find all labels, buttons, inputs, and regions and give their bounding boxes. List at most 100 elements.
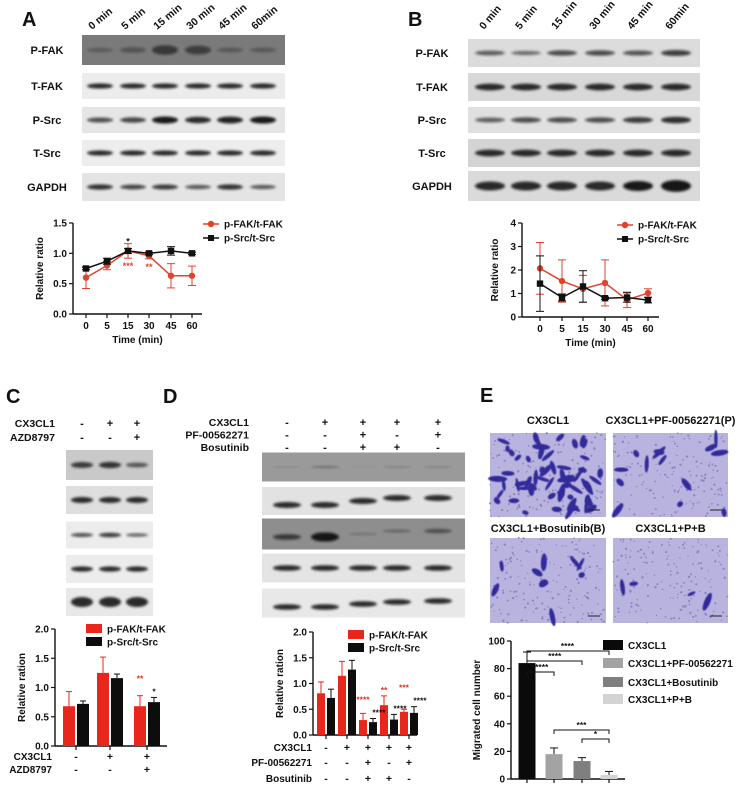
pore-dot: [506, 599, 509, 602]
pore-dot: [529, 466, 532, 469]
pore-dot: [504, 577, 507, 580]
blot-band: [217, 83, 243, 89]
pore-dot: [554, 444, 556, 446]
y-tick-label: 0: [499, 775, 505, 786]
blot-band: [152, 116, 178, 124]
pore-dot: [555, 544, 558, 546]
condition-sign: +: [406, 757, 412, 769]
y-tick-label: 0: [510, 313, 516, 324]
pore-dot: [616, 589, 618, 591]
pore-dot: [664, 473, 667, 476]
pore-dot: [713, 610, 715, 613]
x-tick-label: 15: [122, 321, 134, 332]
pore-dot: [568, 594, 571, 597]
pore-dot: [643, 561, 645, 564]
pore-dot: [526, 470, 528, 473]
pore-dot: [558, 606, 560, 608]
blot-band: [475, 181, 505, 191]
pore-dot: [509, 576, 512, 579]
pore-dot: [584, 460, 587, 463]
significance-mark: ***: [123, 261, 134, 271]
pore-dot: [629, 555, 632, 559]
pore-dot: [697, 562, 700, 565]
pore-dot: [692, 504, 695, 507]
pore-dot: [576, 548, 579, 551]
migrated-cell: [508, 449, 515, 457]
legend-label: p-Src/t-Src: [224, 234, 276, 245]
pore-dot: [697, 609, 699, 612]
pore-dot: [633, 586, 636, 589]
bar: [518, 663, 536, 779]
bar: [97, 672, 109, 746]
pore-dot: [696, 551, 699, 554]
x-tick-label: 5: [104, 321, 110, 332]
pore-dot: [631, 462, 633, 465]
pore-dot: [515, 590, 518, 593]
blot-band: [185, 83, 211, 89]
pore-dot: [725, 482, 728, 485]
pore-dot: [722, 611, 725, 614]
blot-band: [99, 461, 121, 469]
pore-dot: [654, 585, 657, 589]
migrated-cell: [614, 467, 629, 472]
blot-band: [250, 116, 276, 124]
condition-label: PF-00562271: [185, 430, 249, 442]
pore-dot: [581, 487, 584, 490]
pore-dot: [559, 511, 561, 514]
blot-band: [185, 150, 211, 156]
condition-sign: -: [395, 430, 399, 442]
pore-dot: [518, 582, 521, 585]
pore-dot: [700, 475, 703, 478]
pore-dot: [560, 607, 562, 610]
pore-dot: [690, 597, 693, 600]
pore-dot: [707, 570, 710, 572]
pore-dot: [490, 515, 493, 518]
legend-label: p-FAK/t-FAK: [107, 625, 167, 636]
bar: [148, 702, 160, 746]
blot-band: [661, 149, 691, 157]
bar: [380, 705, 388, 735]
pore-dot: [590, 618, 593, 621]
pore-dot: [700, 462, 703, 465]
pore-dot: [698, 441, 701, 444]
condition-sign: -: [345, 773, 349, 785]
comparison-bracket: [526, 660, 583, 665]
y-tick-label: 1.5: [53, 219, 67, 230]
pore-dot: [710, 578, 712, 581]
blot-band: [120, 150, 146, 156]
migrated-cell: [517, 486, 530, 491]
blot-row-label: T-Src: [418, 148, 446, 160]
bar: [545, 754, 563, 779]
pore-dot: [498, 466, 500, 468]
pore-dot: [651, 512, 654, 515]
pore-dot: [524, 577, 526, 580]
blot-band: [185, 116, 211, 124]
condition-sign: +: [134, 432, 140, 444]
blot-band: [547, 181, 577, 191]
migrated-cell: [578, 467, 587, 473]
legend-label: CX3CL1: [628, 641, 667, 652]
significance-mark: *: [594, 729, 598, 739]
pore-dot: [700, 567, 703, 570]
blot-band: [120, 47, 146, 53]
pore-dot: [672, 597, 674, 599]
pore-dot: [644, 555, 646, 557]
blot-row-label: T-FAK: [416, 82, 448, 94]
pore-dot: [654, 508, 657, 511]
pore-dot: [691, 545, 694, 548]
data-point: [558, 294, 566, 301]
blot-band: [71, 533, 93, 537]
pore-dot: [720, 493, 723, 496]
pore-dot: [574, 548, 576, 551]
condition-sign: -: [80, 432, 84, 444]
pore-dot: [505, 558, 508, 561]
data-point: [167, 272, 175, 279]
legend-swatch: [603, 658, 623, 668]
blot-band: [120, 184, 146, 190]
pore-dot: [552, 579, 554, 582]
condition-sign: -: [324, 742, 328, 754]
blot-band: [424, 565, 452, 571]
legend-swatch: [603, 640, 623, 650]
pore-dot: [682, 605, 685, 608]
blot-band: [273, 534, 301, 540]
